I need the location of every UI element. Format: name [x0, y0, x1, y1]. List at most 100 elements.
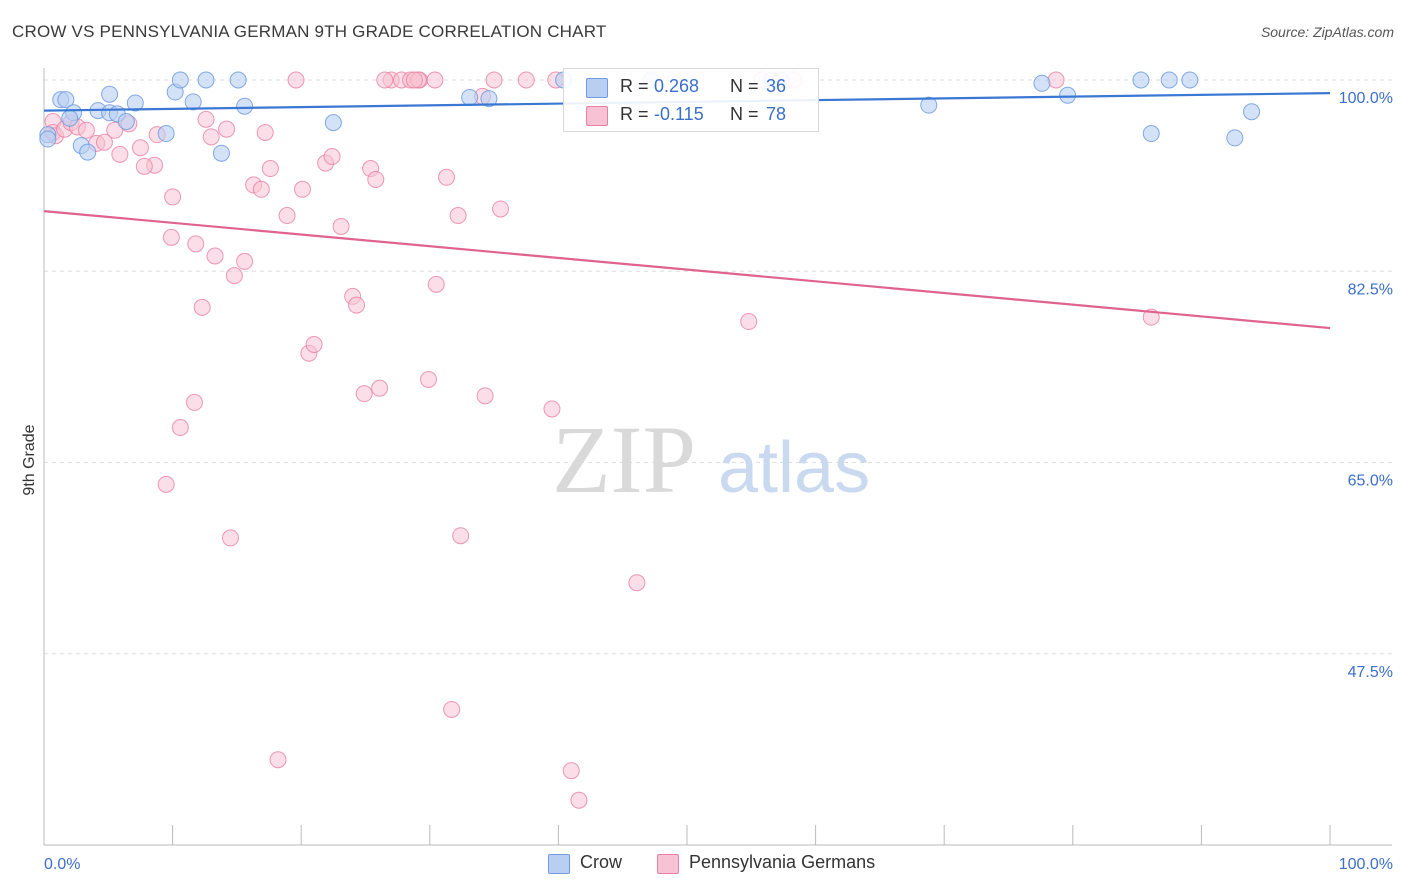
legend-swatch-crow [586, 78, 608, 98]
pa-german-point [570, 791, 588, 809]
pa-german-point [193, 298, 211, 316]
pa-german-points [44, 71, 1160, 809]
pa-german-point [218, 120, 236, 138]
series-legend: Crow Pennsylvania Germans [0, 852, 1406, 878]
legend-n-label: N = [730, 104, 759, 124]
pa-german-point [305, 335, 323, 353]
pa-german-point [371, 379, 389, 397]
pa-german-point [492, 200, 510, 218]
x-tick-label-min: 0.0% [44, 856, 80, 873]
pa-german-point [162, 228, 180, 246]
y-axis-label: 9th Grade [21, 424, 38, 495]
pa-german-point [187, 235, 205, 253]
legend-r-label: R = [620, 76, 649, 96]
pa-german-point [452, 527, 470, 545]
pa-german-point [185, 393, 203, 411]
crow-point [461, 88, 479, 106]
pa-german-point [427, 275, 445, 293]
pa-german-point [221, 529, 239, 547]
legend-r-value: 0.268 [654, 76, 700, 96]
y-tick-label: 82.5% [1348, 281, 1393, 298]
pa-german-point [269, 751, 287, 769]
pa-german-point [543, 400, 561, 418]
pa-german-point [420, 370, 438, 388]
legend-n-value: 78 [766, 104, 787, 124]
crow-point [1033, 74, 1051, 92]
crow-point [79, 143, 97, 161]
crow-point [236, 97, 254, 115]
pa-german-point [628, 574, 646, 592]
pa-german-point [323, 148, 341, 165]
legend-row-crow: R = 0.268 N = 36 [564, 72, 818, 102]
legend-n-label: N = [730, 76, 759, 96]
pa-german-point [426, 71, 444, 89]
tick-labels: 47.5% 65.0% 82.5% 100.0% 0.0% 100.0% [44, 90, 1393, 873]
pa-swatch [657, 854, 679, 874]
watermark: ZIP atlas [552, 406, 870, 513]
pa-german-point [225, 267, 243, 285]
pa-german-point [77, 121, 95, 139]
pa-german-point [449, 207, 467, 225]
pa-german-point [256, 123, 274, 141]
pa-german-point [135, 157, 153, 175]
pa-german-point [476, 387, 494, 405]
pa-german-point [740, 313, 758, 331]
crow-point [157, 125, 175, 143]
crow-point [171, 71, 189, 89]
crow-point [61, 109, 79, 127]
crow-point [1142, 125, 1160, 143]
pa-german-point [1047, 71, 1065, 89]
x-tick-label-max: 100.0% [1339, 856, 1393, 873]
pa-german-point [202, 128, 220, 146]
pa-german-point [562, 762, 580, 780]
pa-german-point [485, 71, 503, 89]
legend-swatch-pa [586, 106, 608, 126]
stats-legend: R = 0.268 N = 36 R = -0.115 N = 78 [563, 68, 819, 132]
pa-german-point [197, 110, 215, 128]
pa-german-point [106, 121, 124, 139]
pa-german-point [206, 247, 224, 265]
crow-point [324, 114, 342, 132]
watermark-zip: ZIP [552, 406, 696, 513]
pa-german-point [443, 700, 461, 718]
pa-german-trend-line [43, 210, 1331, 330]
crow-point [229, 71, 247, 89]
chart-title: CROW VS PENNSYLVANIA GERMAN 9TH GRADE CO… [12, 22, 607, 41]
pa-german-point [405, 71, 423, 89]
y-tick-label: 65.0% [1348, 473, 1393, 490]
crow-point [57, 91, 75, 109]
pa-german-point [367, 170, 385, 188]
legend-r-label: R = [620, 104, 649, 124]
crow-point [1226, 129, 1244, 147]
pa-german-point [347, 296, 365, 314]
crow-point [197, 71, 215, 89]
crow-point [1243, 103, 1261, 121]
crow-point [1160, 71, 1178, 89]
crow-point [1132, 71, 1150, 89]
crow-swatch [548, 854, 570, 874]
crow-point [480, 90, 498, 108]
crow-point [117, 113, 135, 131]
gridlines [44, 79, 1392, 655]
legend-r-value: -0.115 [654, 104, 704, 124]
crow-point [1059, 86, 1077, 104]
crow-point [184, 93, 202, 111]
crow-point [212, 144, 230, 162]
pa-german-point [287, 71, 305, 89]
pa-german-point [517, 71, 535, 89]
pa-german-point [95, 133, 113, 151]
crow-point [126, 94, 144, 112]
watermark-atlas: atlas [718, 428, 870, 508]
legend-n-value: 36 [766, 76, 787, 96]
source-label: Source: ZipAtlas.com [1260, 24, 1394, 40]
pa-german-point [355, 385, 373, 403]
crow-point [1181, 71, 1199, 89]
pa-german-point [164, 188, 182, 206]
pa-german-point [157, 475, 175, 493]
axes [43, 68, 1392, 846]
pa-german-point [111, 145, 129, 163]
pa-german-point [332, 217, 350, 235]
crow-legend-label: Crow [580, 852, 623, 872]
pa-german-point [236, 252, 254, 270]
